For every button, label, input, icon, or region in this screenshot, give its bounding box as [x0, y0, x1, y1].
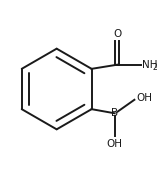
- Text: OH: OH: [107, 139, 123, 149]
- Text: 2: 2: [152, 63, 157, 72]
- Text: O: O: [113, 29, 121, 39]
- Text: NH: NH: [142, 60, 157, 70]
- Text: B: B: [111, 108, 118, 118]
- Text: OH: OH: [137, 93, 153, 103]
